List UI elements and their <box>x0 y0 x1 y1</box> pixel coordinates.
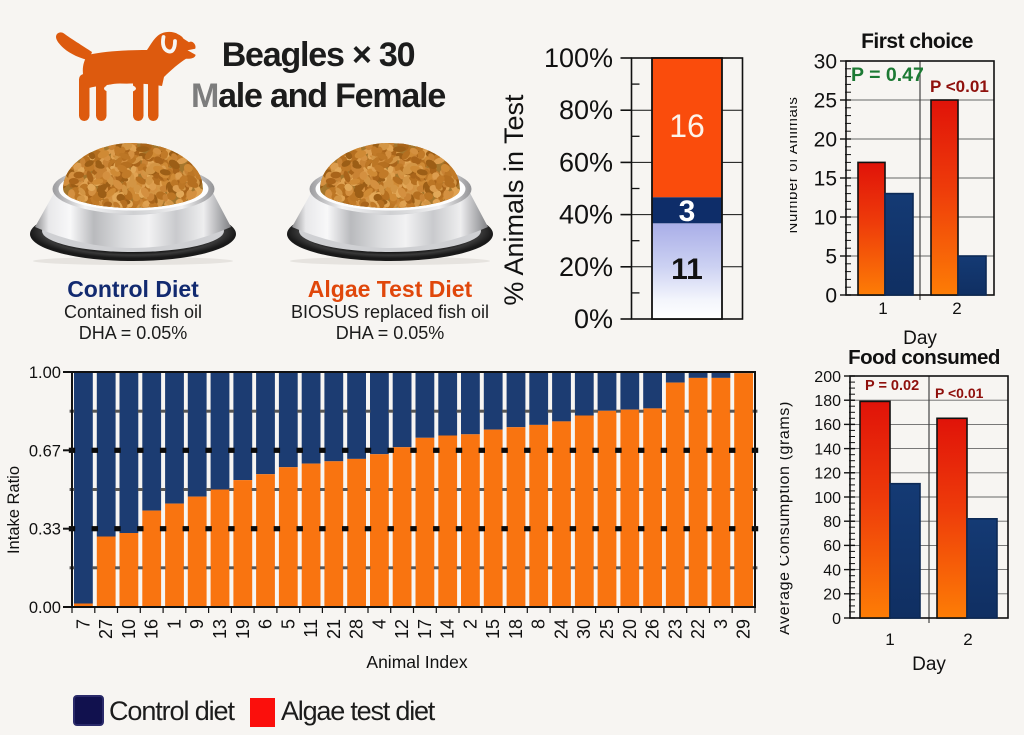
svg-text:15: 15 <box>483 619 503 639</box>
svg-text:11: 11 <box>671 253 703 286</box>
svg-text:0: 0 <box>825 285 837 308</box>
svg-text:Day: Day <box>912 654 946 675</box>
svg-text:200: 200 <box>814 369 841 386</box>
svg-text:0%: 0% <box>574 304 613 334</box>
svg-text:25: 25 <box>814 90 837 113</box>
svg-text:60%: 60% <box>559 147 613 177</box>
svg-text:11: 11 <box>301 619 321 638</box>
svg-text:40: 40 <box>823 562 841 579</box>
svg-text:30: 30 <box>814 51 837 74</box>
svg-text:% Animals in Test: % Animals in Test <box>499 94 529 306</box>
svg-text:1: 1 <box>885 630 894 649</box>
svg-text:26: 26 <box>643 619 663 639</box>
svg-text:23: 23 <box>665 619 685 639</box>
svg-text:10: 10 <box>119 619 139 639</box>
svg-text:140: 140 <box>814 441 841 458</box>
svg-text:120: 120 <box>814 466 841 483</box>
svg-text:20: 20 <box>823 587 841 604</box>
svg-text:8: 8 <box>529 619 549 629</box>
svg-text:16: 16 <box>142 619 162 639</box>
svg-text:0.33: 0.33 <box>29 521 61 539</box>
svg-text:Average Consumption (grams): Average Consumption (grams) <box>780 401 793 635</box>
svg-text:P <0.01: P <0.01 <box>935 385 984 401</box>
svg-text:5: 5 <box>278 619 298 629</box>
svg-text:Number of Animals: Number of Animals <box>790 97 801 234</box>
svg-text:4: 4 <box>369 619 389 629</box>
svg-text:P = 0.02: P = 0.02 <box>865 378 919 394</box>
svg-text:0: 0 <box>832 611 841 628</box>
svg-text:19: 19 <box>233 619 253 639</box>
svg-text:180: 180 <box>814 393 841 410</box>
svg-text:1: 1 <box>164 619 184 629</box>
svg-text:7: 7 <box>73 619 93 629</box>
svg-text:1: 1 <box>878 299 887 318</box>
svg-text:Day: Day <box>903 328 937 349</box>
svg-text:16: 16 <box>669 108 705 144</box>
svg-text:25: 25 <box>597 619 617 639</box>
svg-text:13: 13 <box>210 619 230 639</box>
svg-text:100: 100 <box>814 490 841 507</box>
svg-text:2: 2 <box>963 630 972 649</box>
svg-text:80%: 80% <box>559 95 613 125</box>
svg-text:80: 80 <box>823 514 841 531</box>
svg-text:P <0.01: P <0.01 <box>930 77 989 96</box>
svg-text:160: 160 <box>814 417 841 434</box>
svg-text:5: 5 <box>825 246 837 269</box>
svg-text:3: 3 <box>679 195 696 228</box>
svg-text:21: 21 <box>324 619 344 639</box>
svg-text:60: 60 <box>823 538 841 555</box>
svg-text:14: 14 <box>438 619 458 639</box>
svg-text:0.67: 0.67 <box>29 442 61 460</box>
svg-text:22: 22 <box>688 619 708 639</box>
svg-text:17: 17 <box>415 619 435 639</box>
svg-text:0.00: 0.00 <box>29 599 61 617</box>
svg-text:1.00: 1.00 <box>29 364 61 382</box>
svg-text:6: 6 <box>256 619 276 629</box>
svg-text:20: 20 <box>814 129 837 152</box>
svg-text:20: 20 <box>620 619 640 639</box>
svg-text:27: 27 <box>96 619 116 639</box>
svg-text:18: 18 <box>506 619 526 639</box>
svg-text:9: 9 <box>187 619 207 629</box>
svg-text:20%: 20% <box>559 252 613 282</box>
svg-text:First choice: First choice <box>861 30 973 53</box>
svg-text:15: 15 <box>814 168 837 191</box>
svg-text:P = 0.47: P = 0.47 <box>851 64 924 86</box>
svg-text:Food consumed: Food consumed <box>848 346 1000 369</box>
svg-text:24: 24 <box>552 619 572 639</box>
svg-text:Intake Ratio: Intake Ratio <box>5 466 23 554</box>
svg-text:29: 29 <box>734 619 754 639</box>
svg-text:100%: 100% <box>544 43 613 73</box>
svg-text:10: 10 <box>814 207 837 230</box>
svg-text:28: 28 <box>347 619 367 639</box>
svg-text:12: 12 <box>392 619 412 639</box>
svg-text:3: 3 <box>711 619 731 629</box>
svg-text:Animal Index: Animal Index <box>366 652 467 672</box>
svg-text:30: 30 <box>574 619 594 639</box>
svg-text:2: 2 <box>460 619 480 629</box>
svg-text:2: 2 <box>952 299 961 318</box>
svg-text:40%: 40% <box>559 200 613 230</box>
